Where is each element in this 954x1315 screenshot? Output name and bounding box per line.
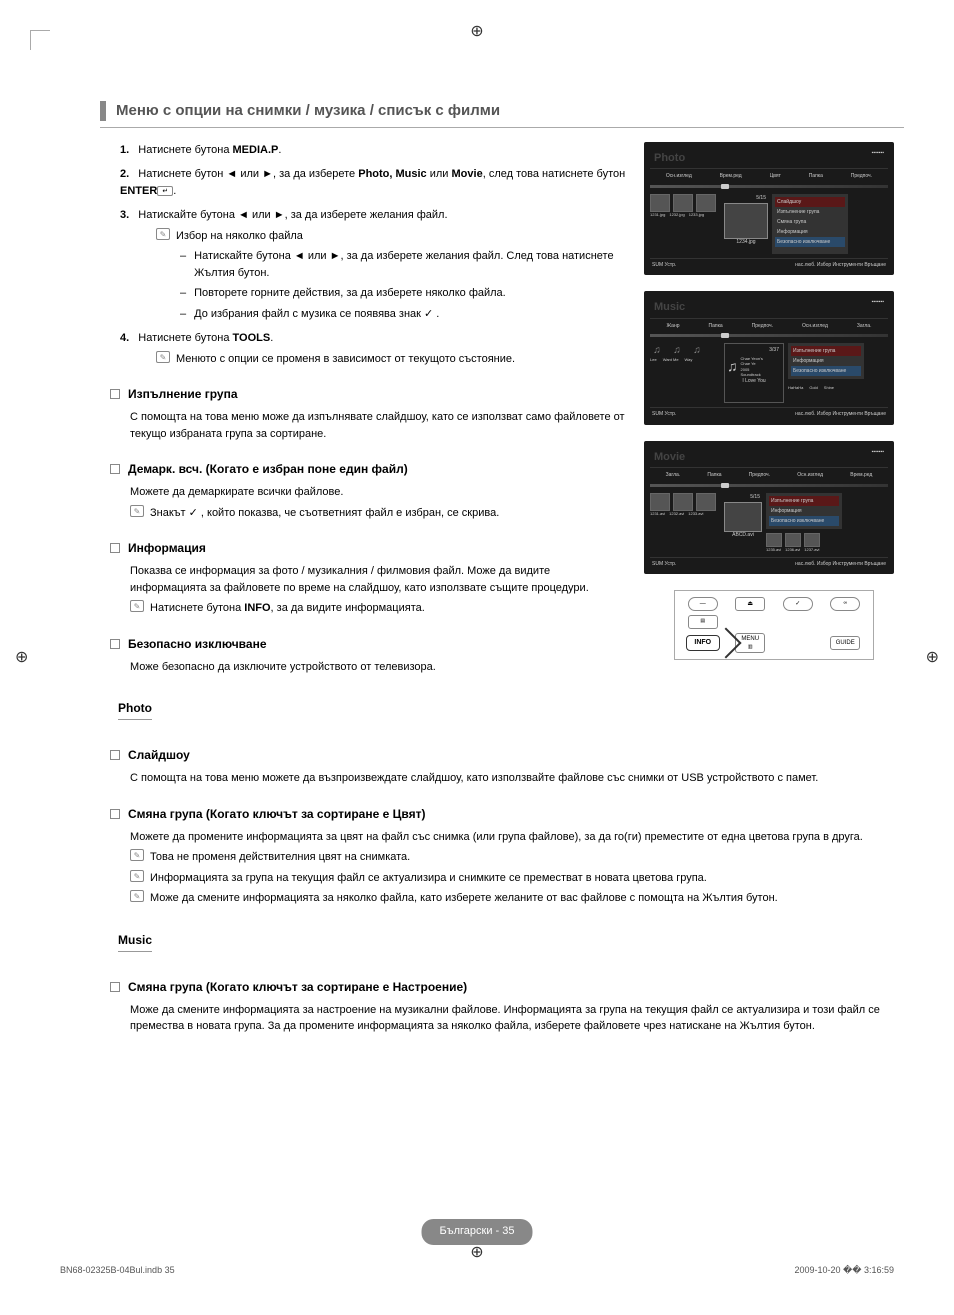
thumbnail (650, 493, 670, 511)
music-note-icon: ♫ (670, 343, 684, 357)
section-bullet-icon (110, 389, 120, 399)
music-change-group-section: Смяна група (Когато ключът за сортиране … (110, 978, 904, 1035)
section-title-row: Меню с опции на снимки / музика / списък… (100, 100, 904, 128)
doc-timestamp: 2009-10-20 �� 3:16:59 (794, 1264, 894, 1278)
step-3: 3. Натискайте бутона ◄ или ►, за да избе… (120, 207, 628, 322)
note-icon: ✎ (156, 351, 170, 363)
crop-mark-left: ⊕ (15, 646, 28, 670)
page-content: Меню с опции на снимки / музика / списък… (0, 0, 954, 1079)
step-4: 4. Натиснете бутона TOOLS. ✎Менюто с опц… (120, 330, 628, 367)
photo-change-group-section: Смяна група (Когато ключът за сортиране … (110, 805, 904, 907)
movie-screenshot: Movie▪▪▪▪▪▪▪ Загла. Папка Предпоч. Осн.и… (644, 441, 894, 575)
step-2: 2. Натиснете бутон ◄ или ►, за да избере… (120, 166, 628, 199)
note-icon: ✎ (130, 505, 144, 517)
step-1: 1. Натиснете бутона MEDIA.P. (120, 142, 628, 159)
doc-filename: BN68-02325B-04Bul.indb 35 (60, 1264, 175, 1278)
music-preview: 3/37 ♫ Chae Yeon's Chae Ye 2005 Soundtra… (724, 343, 784, 403)
thumbnail (785, 533, 801, 547)
enter-icon: ↵ (157, 186, 173, 196)
note-icon: ✎ (156, 228, 170, 240)
screenshot-column: Photo▪▪▪▪▪▪▪ Осн.изглед Врем.ред Цвят Па… (644, 142, 904, 680)
photo-screenshot: Photo▪▪▪▪▪▪▪ Осн.изглед Врем.ред Цвят Па… (644, 142, 894, 276)
remote-button: ✓ (783, 597, 813, 611)
title-marker (100, 101, 106, 121)
music-screenshot: Music▪▪▪▪▪▪▪ Жанр Папка Предпоч. Осн.изг… (644, 291, 894, 425)
thumbnail (696, 493, 716, 511)
music-section-label: Music (118, 931, 152, 952)
music-note-icon: ♫ (727, 356, 738, 378)
note-icon: ✎ (130, 849, 144, 861)
context-menu: Изпълнение група Информация Безопасно из… (766, 493, 842, 529)
section-bullet-icon (110, 750, 120, 760)
crop-mark-right: ⊕ (926, 646, 939, 670)
guide-button: GUIDE (830, 636, 860, 650)
remote-button: ∞ (830, 597, 860, 611)
deselect-section: Демарк. всч. (Когато е избран поне един … (110, 460, 628, 521)
crop-mark-top: ⊕ (470, 20, 483, 44)
safe-remove-section: Безопасно изключване Може безопасно да и… (110, 635, 628, 676)
remote-button: ⏏ (735, 597, 765, 611)
thumbnail (766, 533, 782, 547)
main-thumbnail (724, 502, 762, 532)
remote-diagram: — ⏏ ✓ ∞ ▤ INFO MENU▥ GUIDE (674, 590, 874, 660)
section-bullet-icon (110, 982, 120, 992)
thumbnail (673, 493, 693, 511)
info-section: Информация Показва се информация за фото… (110, 539, 628, 617)
thumbnail (650, 194, 670, 212)
section-bullet-icon (110, 809, 120, 819)
remote-button: ▤ (688, 615, 718, 629)
remote-button: — (688, 597, 718, 611)
main-thumbnail (724, 203, 768, 239)
corner-mark (30, 30, 50, 50)
music-note-icon: ♫ (650, 343, 664, 357)
note-icon: ✎ (130, 600, 144, 612)
thumbnail (804, 533, 820, 547)
note-icon: ✎ (130, 890, 144, 902)
info-button: INFO (686, 635, 720, 651)
section-bullet-icon (110, 543, 120, 553)
page-number-badge: Български - 35 (422, 1219, 533, 1246)
page-title: Меню с опции на снимки / музика / списък… (116, 100, 500, 123)
context-menu: Изпълнение група Информация Безопасно из… (788, 343, 864, 379)
music-note-icon: ♫ (690, 343, 704, 357)
slideshow-section: Слайдшоу С помощта на това меню можете д… (110, 746, 904, 787)
section-bullet-icon (110, 464, 120, 474)
group-play-section: Изпълнение група С помощта на това меню … (110, 385, 628, 442)
photo-section-label: Photo (118, 699, 152, 720)
context-menu: Слайдшоу Изпълнение група Смяна група Ин… (772, 194, 848, 254)
steps-list: 1. Натиснете бутона MEDIA.P. 2. Натиснет… (120, 142, 628, 368)
note-icon: ✎ (130, 870, 144, 882)
thumbnail (673, 194, 693, 212)
section-bullet-icon (110, 639, 120, 649)
thumbnail (696, 194, 716, 212)
